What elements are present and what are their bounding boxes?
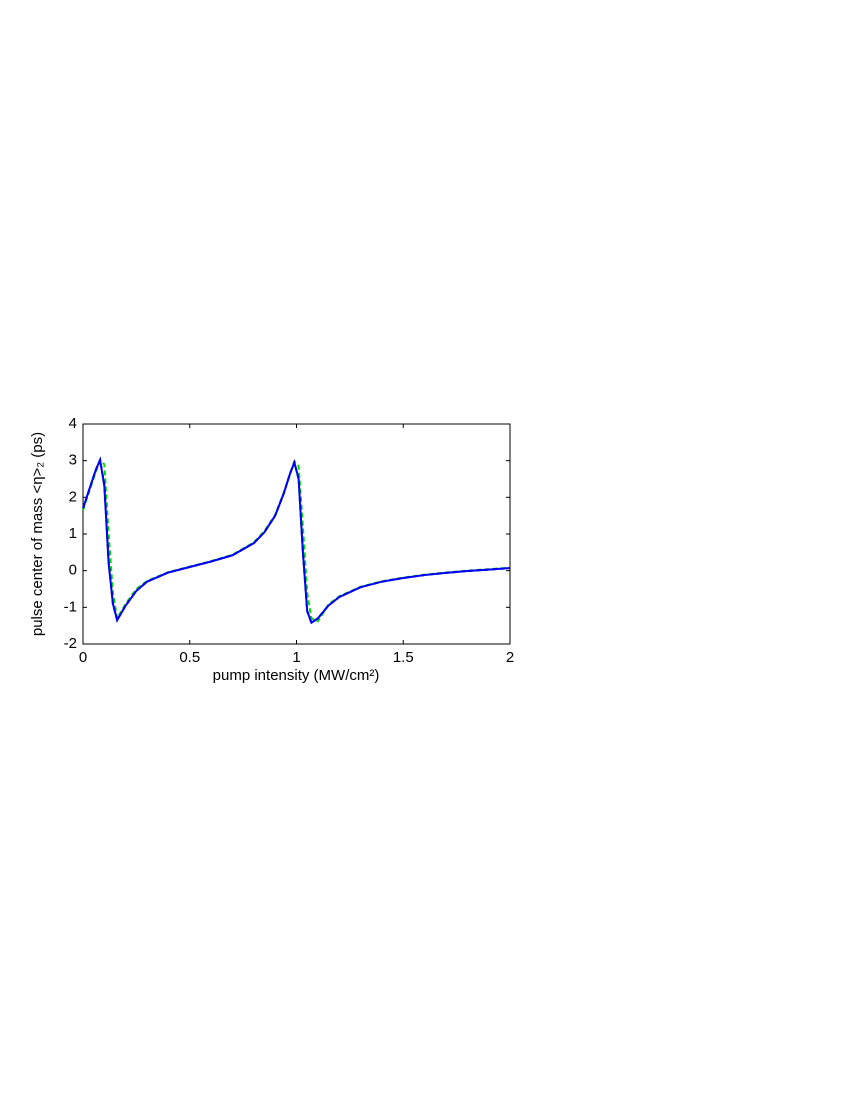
x-tick-label: 1.5	[393, 649, 414, 666]
x-axis-label: pump intensity (MW/cm²)	[213, 667, 380, 684]
data-line	[82, 456, 511, 625]
y-axis-label: pulse center of mass <η>₂ (ps)	[29, 432, 46, 636]
y-tick-label: 3	[69, 452, 77, 469]
x-tick-label: 0.5	[179, 649, 200, 666]
x-tick-label: 0	[79, 649, 87, 666]
y-tick-label: 0	[69, 562, 77, 579]
y-tick-label: -1	[64, 598, 77, 615]
y-tick-label: 4	[69, 415, 77, 432]
y-tick-label: 2	[69, 488, 77, 505]
y-tick-label: 1	[69, 525, 77, 542]
data-line	[82, 456, 511, 625]
x-tick-label: 2	[506, 649, 514, 666]
data-line	[82, 458, 511, 623]
y-tick-label: -2	[64, 635, 77, 652]
plot-frame	[82, 423, 511, 645]
x-tick-label: 1	[292, 649, 300, 666]
